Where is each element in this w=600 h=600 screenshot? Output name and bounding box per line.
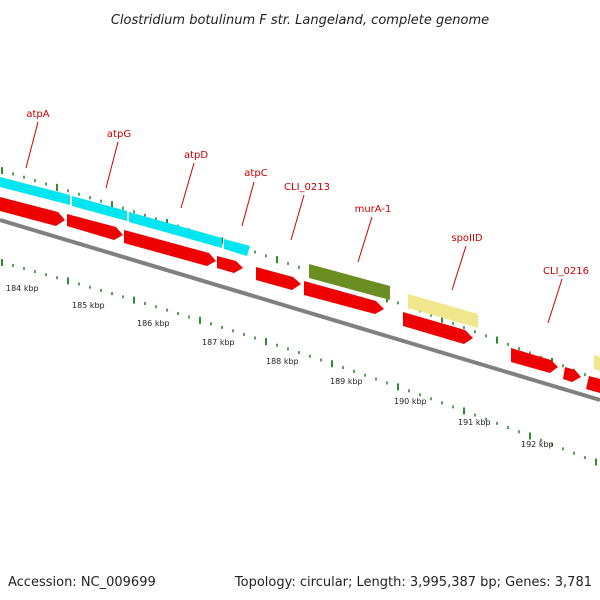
gene-arrow[interactable] [511,348,558,373]
kbp-label: 185 kbp [72,301,105,310]
gene-label[interactable]: atpC [244,168,267,179]
kbp-label: 188 kbp [266,357,299,366]
gene-label[interactable]: CLI_0216 [543,266,589,277]
gene-arrow[interactable] [586,376,600,393]
gene-label[interactable]: atpG [107,129,131,140]
gene-labels: atpA atpG atpD atpC CLI_0213 murA-1 spoI… [26,109,589,277]
kbp-label: 192 kbp [521,440,554,449]
gene-arrow[interactable] [0,197,65,226]
gene-atpA[interactable] [0,177,70,205]
gene-arrow[interactable] [403,312,473,344]
gene-atpD[interactable] [129,212,222,248]
genome-backbone [0,218,600,402]
kbp-label: 186 kbp [137,319,170,328]
gene-arrow[interactable] [217,256,243,273]
gene-atpC[interactable] [224,239,250,256]
gene-label[interactable]: CLI_0213 [284,182,330,193]
gene-arrow[interactable] [124,230,216,266]
red-gene-track [0,197,600,393]
gene-murA-1[interactable] [309,264,390,300]
label-leaders [25,121,563,324]
gene-atpG[interactable] [72,196,127,221]
cyan-gene-track [0,177,250,256]
gene-arrow[interactable] [304,281,384,314]
kbp-label: 191 kbp [458,418,491,427]
gene-label[interactable]: atpA [26,109,49,120]
kbp-scale-labels: 184 kbp 185 kbp 186 kbp 187 kbp 188 kbp … [6,284,554,449]
topology-text: Topology: circular; Length: 3,995,387 bp… [234,575,592,590]
kbp-label: 187 kbp [202,338,235,347]
gene-partial[interactable] [594,355,600,371]
gene-label[interactable]: murA-1 [355,204,392,215]
map-title: Clostridium botulinum F str. Langeland, … [111,13,489,28]
gene-label[interactable]: spoIID [451,233,483,244]
kbp-label: 190 kbp [394,397,427,406]
accession-text: Accession: NC_009699 [8,575,156,590]
outer-tick-track [1,167,597,381]
gene-arrow[interactable] [563,367,581,382]
kbp-label: 184 kbp [6,284,39,293]
gene-label[interactable]: atpD [184,150,208,161]
gene-spoIID[interactable] [408,294,478,328]
gene-arrow[interactable] [67,214,123,240]
gene-arrow[interactable] [256,267,301,290]
kbp-label: 189 kbp [330,377,363,386]
inner-tick-track [1,259,597,466]
